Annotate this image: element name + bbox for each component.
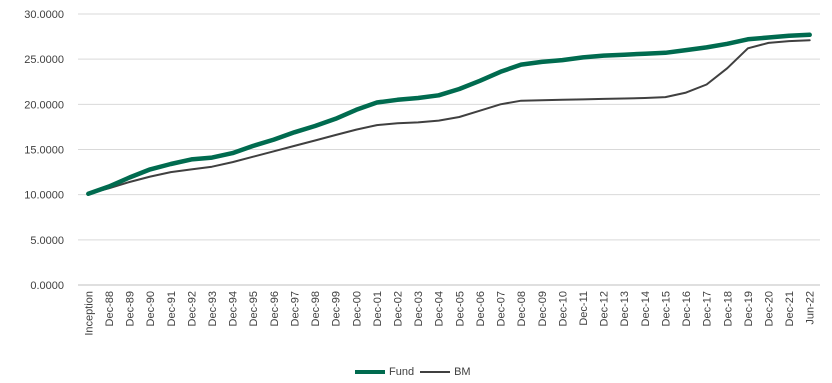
line-chart: 0.0000 5.0000 10.0000 15.0000 20.0000 25.0000… <box>24 9 820 336</box>
y-tick-label: 25.0000 <box>24 54 64 66</box>
x-tick-label: Dec-88 <box>104 291 116 326</box>
legend-item-fund: Fund <box>355 366 414 378</box>
x-tick-label: Dec-15 <box>660 291 672 326</box>
x-tick-label: Dec-95 <box>248 291 260 326</box>
y-tick-label: 30.0000 <box>24 9 64 21</box>
legend-label-fund: Fund <box>389 366 415 378</box>
legend-item-bm: BM <box>420 366 471 378</box>
legend-swatch-bm <box>420 371 451 373</box>
x-tick-label: Dec-18 <box>722 291 734 326</box>
y-tick-label: 20.0000 <box>24 99 64 111</box>
x-tick-label: Dec-16 <box>681 291 693 326</box>
x-tick-label: Dec-00 <box>351 291 363 326</box>
y-tick-label: 0.0000 <box>30 280 64 292</box>
y-tick-label: 15.0000 <box>24 145 64 157</box>
x-tick-label: Dec-07 <box>496 291 508 326</box>
x-tick-label: Dec-02 <box>392 291 404 326</box>
x-tick-label: Dec-96 <box>269 291 281 326</box>
x-tick-label: Dec-09 <box>537 291 549 326</box>
x-tick-label: Dec-10 <box>557 291 569 326</box>
x-tick-label: Dec-11 <box>578 291 590 326</box>
x-tick-label: Dec-98 <box>310 291 322 326</box>
x-tick-label: Dec-92 <box>186 291 198 326</box>
series-line-fund <box>86 32 812 197</box>
y-tick-label: 10.0000 <box>24 190 64 202</box>
legend-label-bm: BM <box>454 366 471 378</box>
x-tick-label: Dec-89 <box>125 291 137 326</box>
x-tick-label: Dec-20 <box>763 291 775 326</box>
legend: Fund BM <box>355 366 477 378</box>
x-tick-label: Dec-19 <box>743 291 755 326</box>
x-tick-label: Dec-05 <box>454 291 466 326</box>
x-tick-label: Dec-13 <box>619 291 631 326</box>
legend-swatch-fund <box>355 370 385 374</box>
x-tick-label: Dec-21 <box>784 291 796 326</box>
x-tick-label: Dec-90 <box>145 291 157 326</box>
x-tick-label: Dec-91 <box>166 291 178 326</box>
x-tick-label: Dec-06 <box>475 291 487 326</box>
x-tick-label: Dec-04 <box>434 291 446 326</box>
x-tick-label: Dec-93 <box>207 291 219 326</box>
x-tick-label: Dec-03 <box>413 291 425 326</box>
series-line-bm <box>87 39 811 195</box>
x-tick-label: Jun-22 <box>805 291 817 325</box>
x-tick-label: Dec-12 <box>599 291 611 326</box>
x-tick-label: Dec-14 <box>640 291 652 326</box>
x-tick-label: Dec-94 <box>228 291 240 326</box>
x-tick-label: Dec-99 <box>331 291 343 326</box>
x-tick-label: Dec-17 <box>702 291 714 326</box>
y-tick-label: 5.0000 <box>30 235 64 247</box>
x-tick-label: Dec-01 <box>372 291 384 326</box>
x-tick-label: Inception <box>83 291 95 336</box>
x-tick-label: Dec-97 <box>289 291 301 326</box>
x-tick-label: Dec-08 <box>516 291 528 326</box>
